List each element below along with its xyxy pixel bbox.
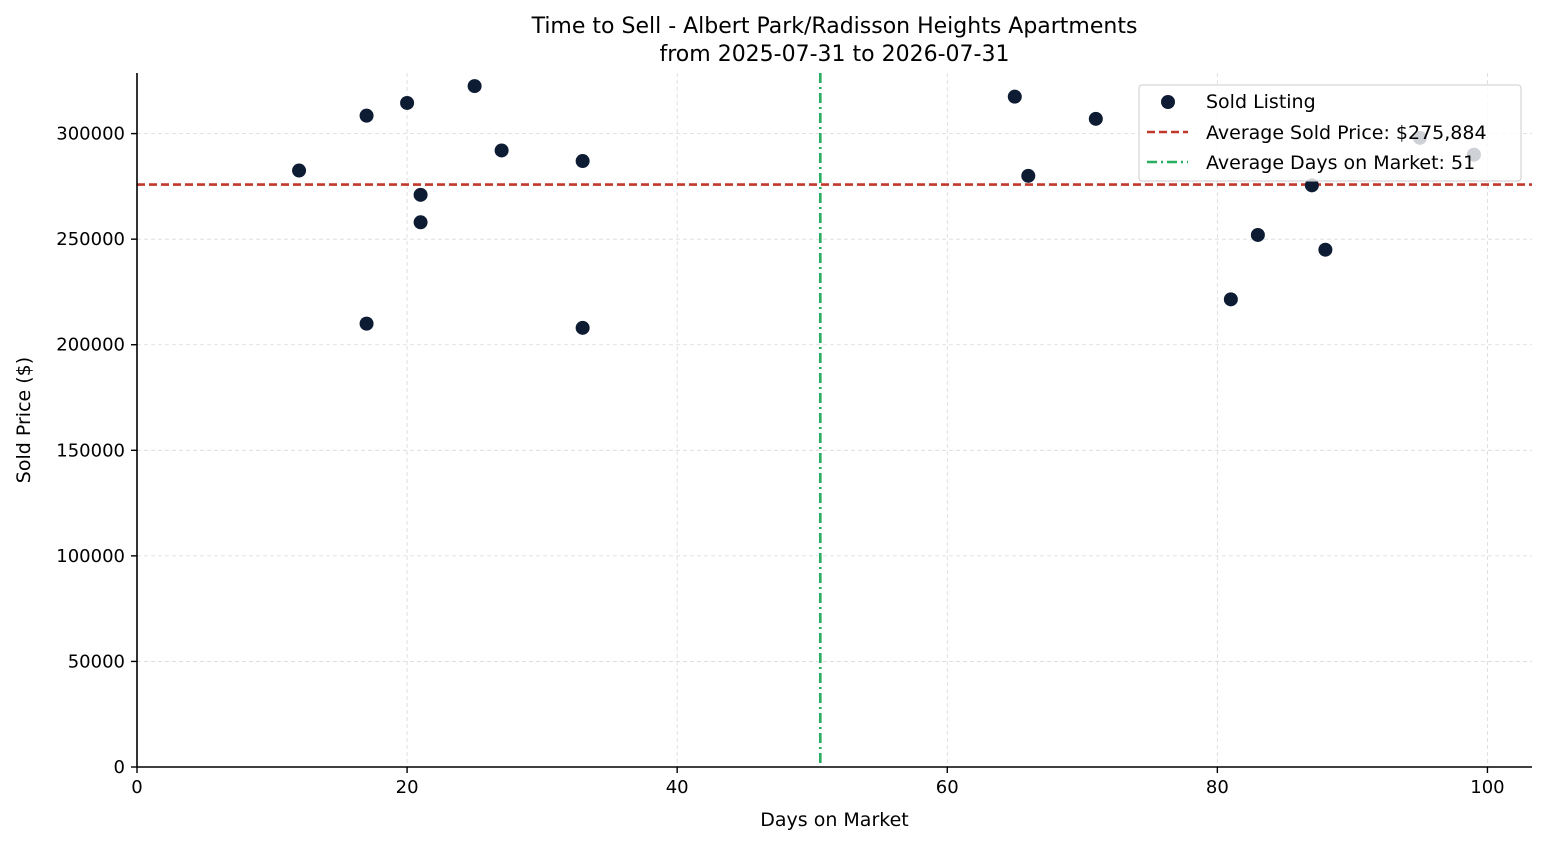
legend-label-average-sold-price: Average Sold Price: $275,884 <box>1206 122 1487 144</box>
y-tick-label: 50000 <box>68 651 125 672</box>
y-tick-label: 300000 <box>56 124 125 145</box>
sold-listing-point <box>1304 178 1319 193</box>
y-tick-label: 0 <box>114 757 125 778</box>
sold-listing-point <box>575 154 590 169</box>
x-tick-label: 60 <box>936 777 959 798</box>
sold-listing-point <box>494 143 509 158</box>
sold-listing-point <box>1318 242 1333 257</box>
sold-listing-point <box>1088 111 1103 126</box>
sold-listing-point <box>359 108 374 123</box>
sold-listing-point <box>467 79 482 94</box>
sold-listing-point <box>413 215 428 230</box>
y-axis-label: Sold Price ($) <box>13 357 35 483</box>
x-tick-label: 40 <box>666 777 689 798</box>
sold-listing-point <box>400 95 415 110</box>
x-tick-label: 80 <box>1206 777 1229 798</box>
x-tick-label: 100 <box>1470 777 1504 798</box>
sold-listing-point <box>413 187 428 202</box>
chart-title: Time to Sell - Albert Park/Radisson Heig… <box>531 14 1138 39</box>
sold-listing-point <box>1021 168 1036 183</box>
x-axis-label: Days on Market <box>760 809 908 831</box>
x-tick-label: 20 <box>396 777 419 798</box>
grid <box>137 73 1532 767</box>
legend-label-average-days: Average Days on Market: 51 <box>1206 152 1475 174</box>
chart-subtitle: from 2025-07-31 to 2026-07-31 <box>660 42 1010 67</box>
reference-lines <box>137 73 1532 767</box>
sold-listing-point <box>575 320 590 335</box>
x-axis-ticks: 0 20 40 60 80 100 <box>131 767 1505 798</box>
sold-listing-point <box>1250 227 1265 242</box>
legend-label-sold-listing: Sold Listing <box>1206 91 1316 113</box>
sold-listing-point <box>1007 89 1022 104</box>
legend-marker-sold-listing <box>1161 95 1175 109</box>
legend: Sold Listing Average Sold Price: $275,88… <box>1138 84 1522 182</box>
sold-listing-point <box>1223 292 1238 307</box>
sold-listing-point <box>359 316 374 331</box>
x-tick-label: 0 <box>131 777 142 798</box>
legend-box <box>1138 84 1522 182</box>
y-tick-label: 200000 <box>56 335 125 356</box>
y-tick-label: 250000 <box>56 229 125 250</box>
sold-listing-point <box>292 163 307 178</box>
y-axis-ticks: 0 50000 100000 150000 200000 250000 300000 <box>56 124 137 778</box>
y-tick-label: 100000 <box>56 546 125 567</box>
y-tick-label: 150000 <box>56 440 125 461</box>
